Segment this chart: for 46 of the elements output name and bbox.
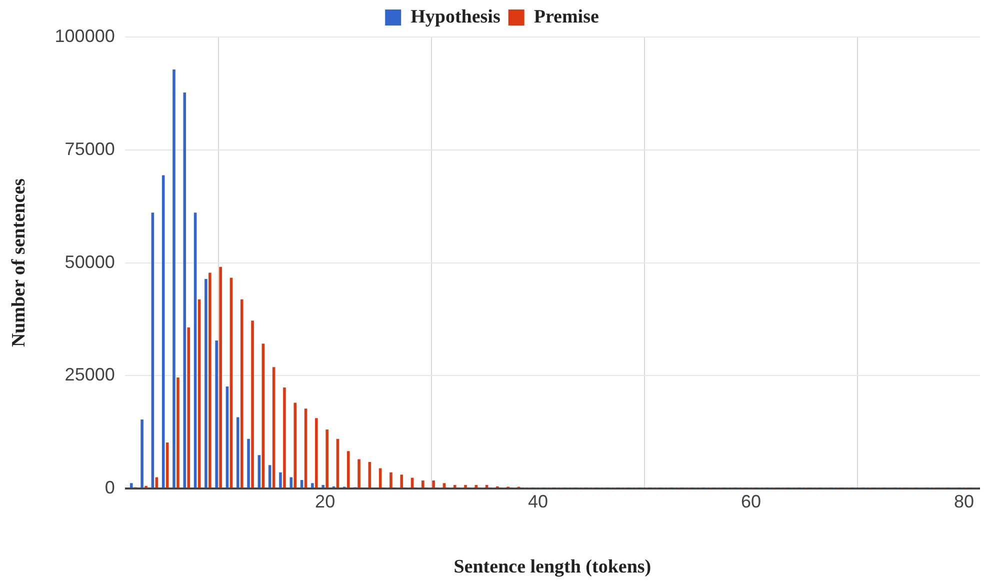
y-tick-label: 0: [104, 478, 115, 498]
x-tick-label: 60: [741, 491, 762, 512]
bar: [251, 320, 254, 488]
x-tick-label: 40: [528, 491, 548, 512]
bar: [183, 92, 186, 488]
bar: [187, 327, 190, 488]
x-axis-title: Sentence length (tokens): [454, 556, 652, 578]
bar: [208, 272, 212, 488]
bar: [453, 484, 456, 488]
x-tick-label: 20: [315, 491, 336, 512]
bar: [215, 340, 218, 488]
bar: [326, 429, 328, 488]
bar: [247, 438, 250, 488]
bar: [311, 483, 314, 488]
y-tick-label: 100000: [54, 26, 115, 46]
bar: [268, 465, 272, 488]
bar: [464, 484, 467, 488]
bar: [358, 459, 360, 488]
bar: [140, 420, 144, 488]
bar: [290, 477, 293, 488]
bar: [390, 472, 392, 488]
bar: [432, 480, 435, 488]
bar: [219, 266, 222, 488]
legend-label: Hypothesis: [410, 6, 500, 28]
bar: [422, 480, 424, 488]
bar: [322, 484, 324, 488]
bar: [172, 70, 176, 488]
bar: [283, 387, 286, 488]
y-tick-label: 50000: [64, 252, 115, 272]
legend-label: Premise: [534, 6, 599, 28]
bar: [236, 417, 240, 488]
bar: [176, 378, 180, 488]
bar: [315, 418, 318, 488]
bar: [442, 483, 446, 488]
bar: [294, 402, 297, 488]
bar: [130, 483, 133, 488]
bar: [258, 455, 261, 488]
bar: [204, 279, 208, 488]
y-tick-label: 75000: [64, 138, 115, 159]
x-tick-label: 80: [954, 491, 974, 512]
bar: [279, 472, 282, 488]
y-axis-title: Number of sentences: [8, 178, 30, 348]
y-tick-label: 25000: [64, 364, 115, 385]
bar: [346, 451, 350, 488]
bar: [240, 299, 244, 488]
bar: [400, 474, 404, 488]
